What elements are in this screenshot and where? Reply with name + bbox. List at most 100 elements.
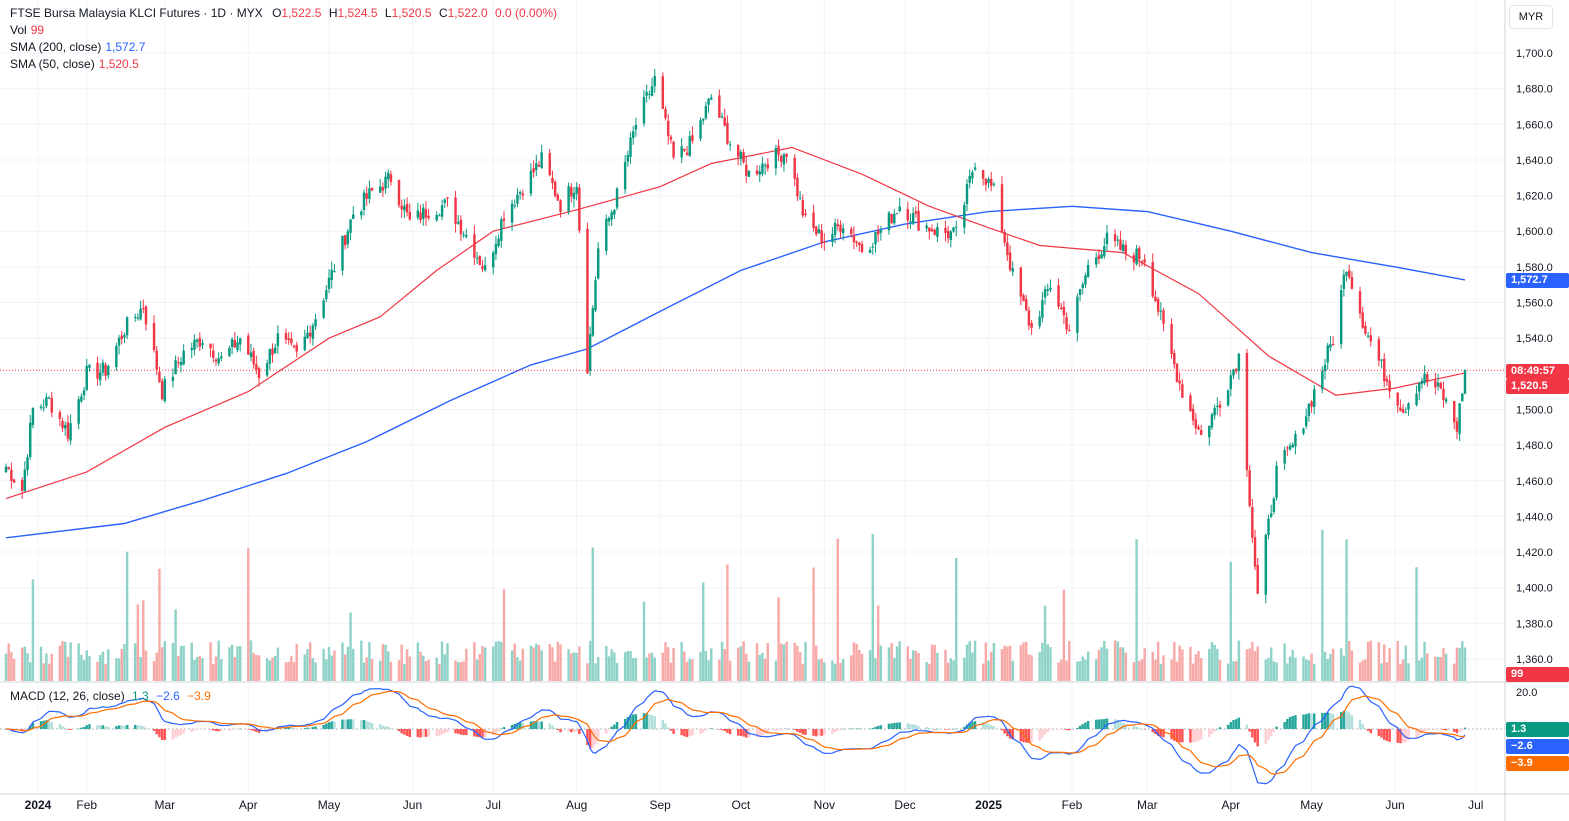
macd-histogram-bar (726, 729, 729, 734)
candle-body (362, 192, 366, 211)
macd-histogram-bar (1407, 729, 1410, 741)
volume-bar (1345, 539, 1348, 681)
macd-histogram-bar (403, 729, 406, 735)
candle-body (249, 352, 253, 357)
volume-bar (755, 643, 759, 681)
candle-body (66, 422, 70, 439)
volume-bar (1453, 663, 1456, 681)
macd-histogram-bar (540, 721, 543, 729)
candle-body (1313, 389, 1316, 407)
macd-histogram-bar (933, 729, 936, 730)
volume-bar (1461, 641, 1464, 681)
macd-histogram-bar (85, 725, 88, 729)
candle-body (766, 164, 770, 169)
macd-histogram-bar (1062, 729, 1066, 730)
time-tick-label: Apr (1221, 798, 1240, 812)
macd-histogram-bar (1003, 729, 1006, 734)
candle-body (142, 308, 145, 310)
candle-body (123, 335, 126, 338)
candle-body (898, 206, 901, 212)
candle-body (481, 266, 484, 269)
macd-histogram-bar (325, 723, 328, 729)
volume-bar (292, 662, 296, 681)
volume-bar (61, 641, 64, 681)
volume-bar (1383, 644, 1386, 681)
volume-legend[interactable]: Vol 99 (10, 23, 45, 37)
candle-body (906, 209, 909, 221)
candle-body (120, 335, 123, 340)
macd-histogram-bar (292, 727, 296, 729)
volume-bar (823, 662, 826, 681)
candle-body (1189, 395, 1192, 412)
candle-body (804, 213, 807, 216)
candle-body (1062, 306, 1066, 316)
macd-histogram-bar (1216, 728, 1219, 730)
candle-body (785, 154, 788, 157)
macd-histogram-bar (1199, 729, 1203, 740)
currency-button[interactable]: MYR (1509, 5, 1553, 29)
candle-body (1218, 404, 1222, 408)
volume-bar (726, 564, 729, 681)
macd-histogram-bar (1291, 716, 1294, 729)
candle-body (1197, 426, 1200, 430)
macd-histogram-bar (860, 728, 864, 730)
candle-body (494, 243, 498, 254)
candle-body (1256, 565, 1259, 594)
candle-body (586, 228, 589, 374)
macd-legend[interactable]: MACD (12, 26, close) 1.3 −2.6 −3.9 (10, 689, 211, 703)
macd-histogram-bar (615, 722, 619, 729)
sma50-line (5, 146, 1466, 500)
macd-histogram-bar (136, 725, 140, 729)
macd-histogram-bar (1436, 729, 1440, 730)
volume-bar (39, 646, 43, 681)
macd-histogram-bar (1046, 729, 1049, 732)
candle-body (798, 197, 802, 199)
macd-histogram-bar (478, 729, 481, 738)
volume-bar (424, 661, 428, 681)
candle-body (839, 224, 842, 233)
volume-bar (1154, 659, 1157, 681)
volume-bar (780, 643, 783, 681)
macd-histogram-bar (876, 726, 880, 729)
volume-bar (1256, 646, 1259, 681)
macd-histogram-bar (1329, 712, 1332, 729)
volume-bar (798, 651, 802, 681)
volume-bar (971, 652, 974, 681)
macd-histogram-bar (718, 729, 721, 730)
volume-bar (29, 662, 32, 681)
candle-body (570, 187, 573, 197)
sma50-legend[interactable]: SMA (50, close) 1,520.5 (10, 57, 139, 71)
candle-body (817, 229, 821, 233)
volume-bar (594, 663, 597, 681)
price-tick-label: 1,680.0 (1516, 84, 1553, 96)
macd-histogram-bar (343, 719, 347, 729)
macd-histogram-bar (365, 721, 368, 729)
candle-body (45, 397, 48, 407)
sma200-legend[interactable]: SMA (200, close) 1,572.7 (10, 40, 146, 54)
candle-body (1043, 289, 1047, 298)
volume-bar (500, 641, 503, 681)
volume-bar (745, 653, 748, 681)
macd-histogram-bar (1011, 729, 1014, 740)
volume-bar (661, 652, 665, 681)
volume-bar (777, 597, 780, 681)
price-tick-label: 1,400.0 (1516, 583, 1553, 595)
macd-histogram-bar (930, 728, 934, 729)
candle-body (174, 360, 177, 375)
candle-body (944, 227, 947, 233)
volume-bar (230, 644, 234, 681)
volume-bar (497, 640, 500, 681)
candle-body (228, 347, 231, 357)
price-tick-label: 1,380.0 (1516, 618, 1553, 630)
candle-body (1302, 428, 1305, 434)
volume-bar (1046, 644, 1049, 681)
macd-histogram-bar (500, 728, 503, 730)
candle-body (117, 337, 121, 346)
candle-body (457, 221, 460, 224)
candle-body (949, 231, 953, 241)
volume-bar (634, 657, 638, 681)
candle-body (454, 197, 457, 224)
macd-histogram-bar (936, 728, 939, 730)
volume-bar (1388, 648, 1391, 681)
